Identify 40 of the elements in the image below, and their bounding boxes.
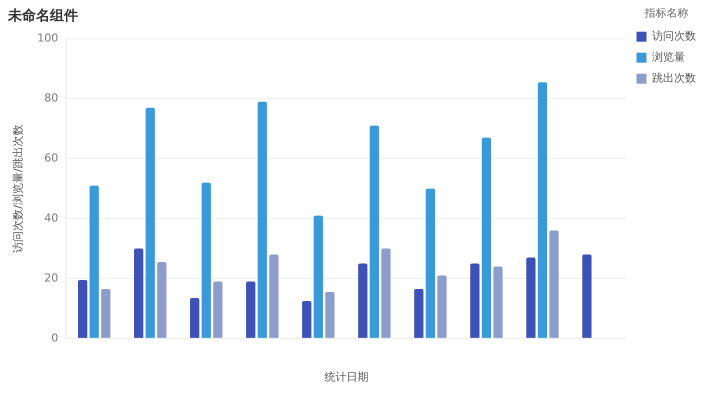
bar xyxy=(414,288,424,338)
bar xyxy=(325,292,335,338)
bar xyxy=(493,266,503,338)
bar xyxy=(549,230,559,338)
y-axis-title: 访问次数/浏览量/跳出次数 xyxy=(11,124,24,253)
bar xyxy=(202,182,211,338)
bar xyxy=(358,264,368,338)
bar xyxy=(101,288,110,338)
y-tick-label: 100 xyxy=(37,32,58,45)
bar xyxy=(157,262,166,338)
y-tick-label: 40 xyxy=(44,211,58,224)
bar xyxy=(370,126,379,338)
bar xyxy=(470,264,480,338)
bar xyxy=(582,254,592,338)
bar xyxy=(90,186,99,338)
y-tick-label: 80 xyxy=(44,92,58,105)
bar xyxy=(538,82,548,338)
bar xyxy=(437,275,447,338)
bar xyxy=(269,254,279,338)
bar xyxy=(381,248,391,338)
bar xyxy=(426,188,436,338)
bar xyxy=(134,248,144,338)
y-tick-label: 0 xyxy=(51,331,58,344)
chart-title: 未命名组件 xyxy=(7,8,78,24)
legend-label: 浏览量 xyxy=(652,50,685,64)
bar xyxy=(302,300,312,338)
bar xyxy=(246,281,256,338)
bar xyxy=(314,216,323,338)
legend-label: 访问次数 xyxy=(652,30,696,43)
bar xyxy=(190,298,200,338)
bar xyxy=(213,281,222,338)
x-axis-title: 统计日期 xyxy=(324,370,368,384)
bar xyxy=(78,280,88,338)
legend-label: 跳出次数 xyxy=(652,72,696,85)
bar xyxy=(526,258,536,338)
bar xyxy=(146,108,155,338)
y-tick-label: 60 xyxy=(44,152,58,164)
y-tick-label: 20 xyxy=(44,271,58,284)
bar xyxy=(258,102,267,338)
bar xyxy=(482,138,492,338)
